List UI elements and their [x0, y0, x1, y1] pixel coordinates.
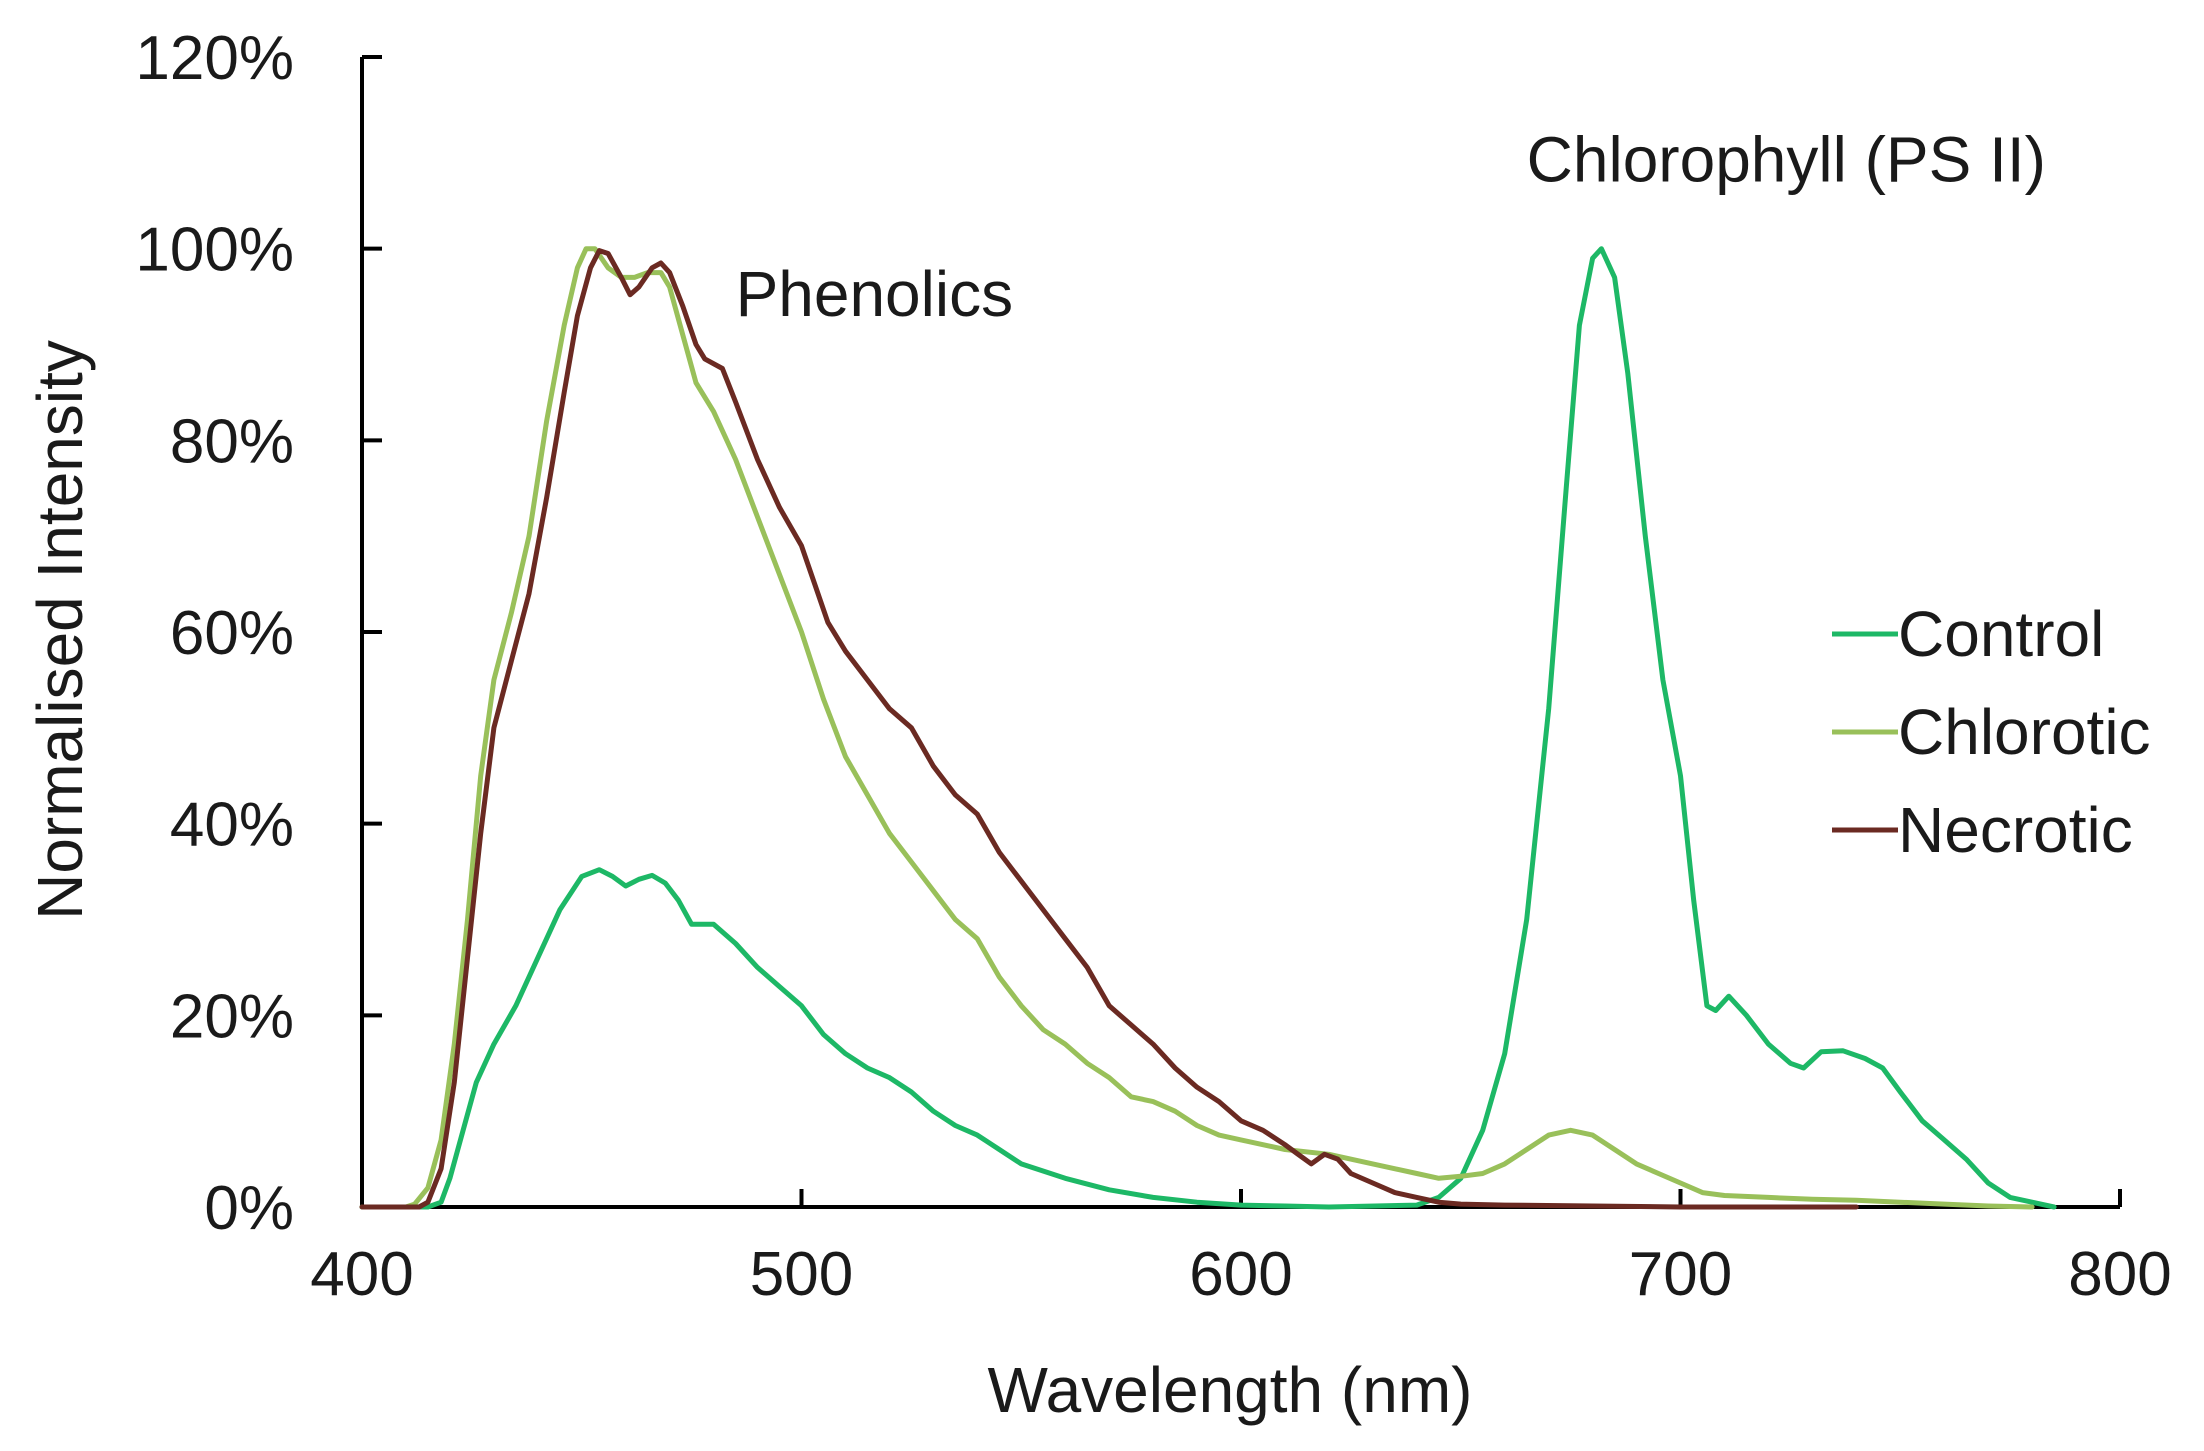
x-tick-label: 700: [1629, 1240, 1732, 1309]
y-tick-label: 0%: [204, 1174, 294, 1243]
y-tick-label: 40%: [170, 791, 294, 860]
series-line-necrotic: [359, 248, 1859, 1210]
annotations: Phenolics Chlorophyll (PS II): [736, 124, 2046, 330]
y-ticks: 0% 20% 40% 60% 80% 100% 120%: [135, 24, 382, 1243]
y-axis-title: Normalised Intensity: [24, 340, 96, 920]
x-tick-label: 600: [1189, 1240, 1292, 1309]
legend-label-control: Control: [1898, 598, 2104, 670]
y-tick-label: 20%: [170, 982, 294, 1051]
legend-label-necrotic: Necrotic: [1898, 794, 2133, 866]
series-line-chlorotic: [359, 246, 2035, 1210]
legend: Control Chlorotic Necrotic: [1832, 598, 2151, 866]
y-tick-label: 120%: [135, 24, 294, 93]
x-tick-label: 400: [310, 1240, 413, 1309]
x-ticks: 400 500 600 700 800: [310, 1189, 2172, 1309]
y-tick-label: 60%: [170, 599, 294, 668]
series-group: [359, 246, 2057, 1210]
x-tick-label: 800: [2068, 1240, 2171, 1309]
x-tick-label: 500: [750, 1240, 853, 1309]
y-tick-label: 80%: [170, 407, 294, 476]
annotation-phenolics: Phenolics: [736, 258, 1014, 330]
y-tick-label: 100%: [135, 216, 294, 285]
legend-label-chlorotic: Chlorotic: [1898, 696, 2151, 768]
series-line-control: [359, 246, 2057, 1210]
annotation-chlorophyll: Chlorophyll (PS II): [1527, 124, 2046, 196]
x-axis-title: Wavelength (nm): [988, 1354, 1473, 1426]
